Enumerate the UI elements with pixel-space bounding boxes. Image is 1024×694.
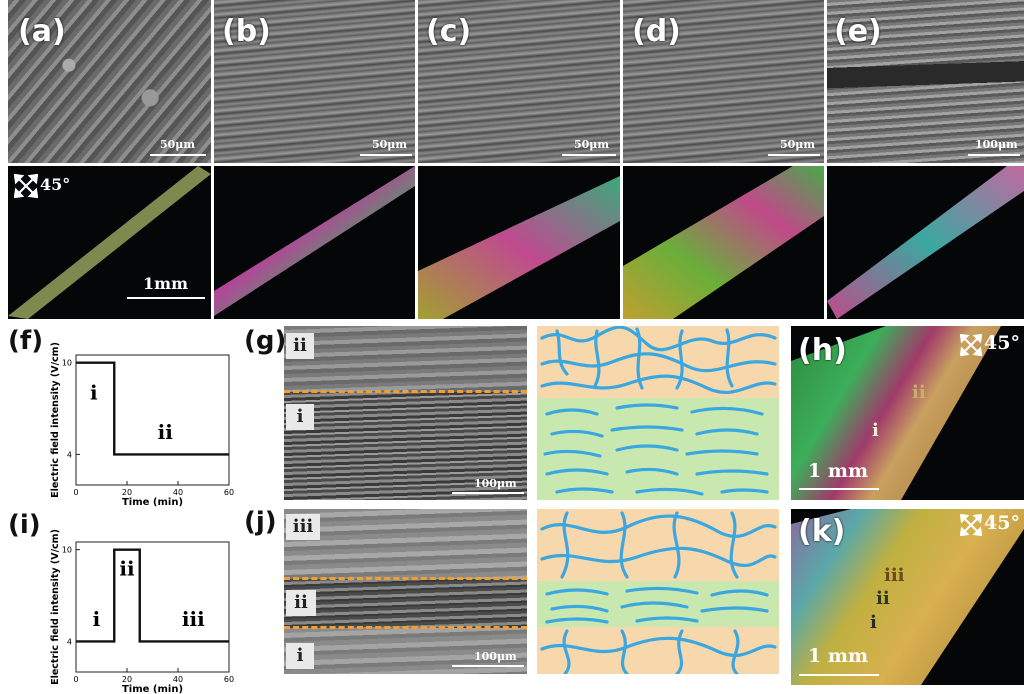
scale-bar-k [799,674,879,676]
y-tick-label: 4 [67,637,72,646]
x-tick-label: 20 [122,488,132,497]
sem-panel-b [214,0,415,163]
pom-panel-a [8,166,211,319]
y-axis-label: Electric field intensity (V/cm) [50,529,61,685]
pom-angle-label: 45° [40,175,71,194]
region-tag-g-ii: ii [286,333,314,359]
x-tick-label: 60 [224,675,234,684]
label-c: (c) [426,14,472,49]
scale-label-g: 100μm [474,477,517,490]
sem-panel-d [623,0,824,163]
polarizer-cross-icon [14,174,38,198]
region-label: iii [182,607,205,631]
interface-dash [284,390,527,393]
label-h: (h) [798,333,847,368]
series-line [76,361,229,456]
label-d: (d) [632,14,681,49]
sem-panel-a [8,0,211,163]
label-i: (i) [8,510,41,540]
pom-scale-label: 1mm [143,274,188,293]
series-line [76,548,229,643]
pom-panel-e [827,166,1024,319]
region-label-k-ii: ii [876,588,890,609]
pom-panel-b [214,166,415,319]
scale-bar-j [452,665,524,667]
scale-bar-e [968,154,1020,156]
region-label: ii [119,557,135,581]
schematic-g [537,326,779,500]
x-tick-label: 40 [173,488,183,497]
scale-label-d: 50μm [780,138,815,151]
x-tick-label: 40 [173,675,183,684]
region-tag-j-i: i [286,643,314,669]
region-tag-j-ii: ii [286,590,316,616]
polarizer-cross-icon [960,334,982,356]
scale-bar-h [799,488,879,490]
scale-label-j: 100μm [474,650,517,663]
schematic-j [537,509,779,674]
scale-label-c: 50μm [574,138,609,151]
y-tick-label: 10 [62,359,72,368]
region-label-k-iii: iii [884,565,905,586]
scale-bar-d [768,154,820,156]
label-e: (e) [834,14,882,49]
scale-label-h: 1 mm [808,460,869,482]
x-axis-label: Time (min) [122,497,183,508]
region-tag-j-iii: iii [286,514,320,540]
scale-bar-a [150,154,206,156]
label-g: (g) [244,326,287,356]
region-tag-g-i: i [286,404,314,430]
pom-scale-bar [127,297,205,299]
region-label-h-i: i [872,420,879,441]
label-b: (b) [222,14,271,49]
scale-bar-c [562,154,616,156]
y-tick-label: 4 [67,450,72,459]
label-f: (f) [8,326,44,356]
interface-dash [284,577,527,580]
angle-label-h: 45° [984,332,1020,354]
plot-frame [75,354,230,486]
scale-label-e: 100μm [975,138,1018,151]
interface-dash [284,626,527,629]
label-j: (j) [244,507,277,537]
scale-label-a: 50μm [160,138,195,151]
scale-label-b: 50μm [372,138,407,151]
scale-label-k: 1 mm [808,645,869,667]
scale-bar-b [360,154,412,156]
region-label-h-ii: ii [912,382,926,403]
x-tick-label: 0 [73,675,78,684]
x-tick-label: 0 [73,488,78,497]
pom-panel-k [791,509,1024,685]
sem-panel-c [418,0,620,163]
scale-bar-g [452,492,524,494]
angle-label-k: 45° [984,512,1020,534]
x-tick-label: 20 [122,675,132,684]
label-k: (k) [798,514,846,549]
region-label: ii [158,420,174,444]
region-label-k-i: i [870,612,877,633]
plot-frame [75,541,230,673]
x-tick-label: 60 [224,488,234,497]
x-axis-label: Time (min) [122,684,183,694]
y-tick-label: 10 [62,546,72,555]
polarizer-cross-icon [960,514,982,536]
sem-panel-e [827,0,1024,163]
region-label: i [90,380,98,404]
pom-panel-h [791,326,1024,500]
region-label: i [93,607,101,631]
label-a: (a) [18,14,66,49]
pom-panel-d [623,166,824,319]
sem-panel-g [284,326,527,500]
pom-panel-c [418,166,620,319]
y-axis-label: Electric field intensity (V/cm) [50,342,61,498]
sem-panel-j [284,509,527,674]
